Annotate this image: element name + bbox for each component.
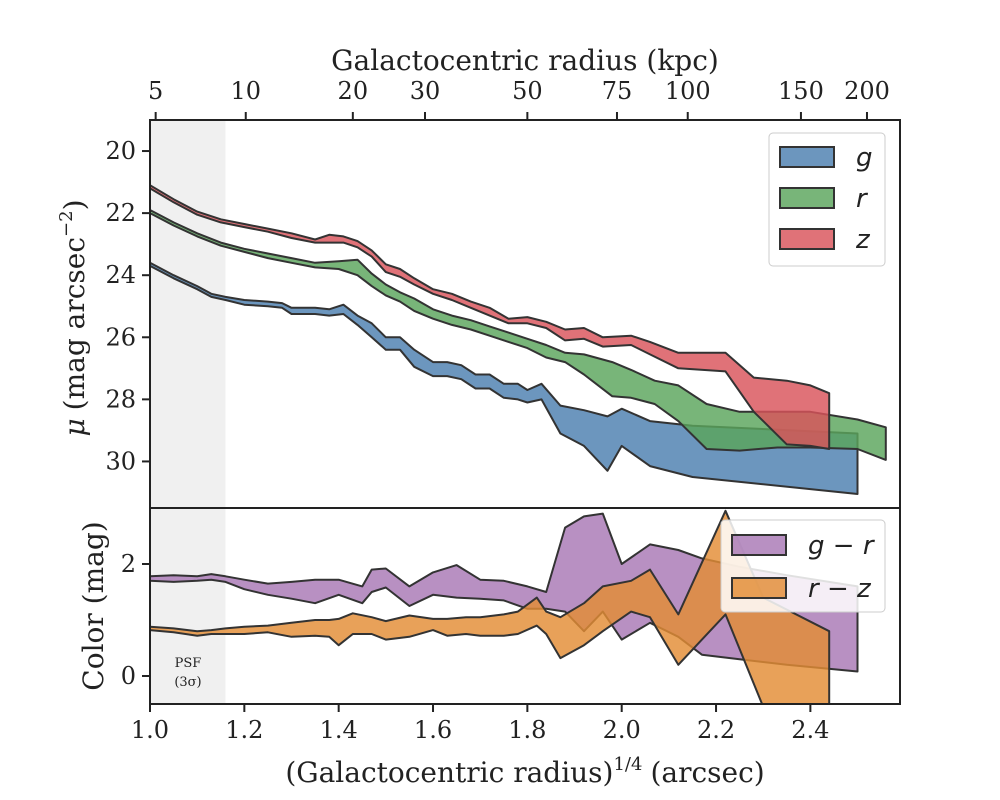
legend-swatch: [779, 146, 835, 168]
y-label-symbol: μ: [58, 418, 91, 436]
legend-swatch: [779, 228, 835, 250]
band-z-2: [150, 184, 831, 450]
ytick-label-top: 20: [105, 137, 136, 165]
xtick-label-bottom: 1.0: [131, 716, 169, 744]
xtick-label-bottom: 1.2: [225, 716, 263, 744]
ytick-label-top: 22: [105, 199, 136, 227]
y-label-exponent: −2: [56, 210, 77, 237]
top-xtick-label: 50: [512, 77, 543, 105]
top-xtick-label: 30: [410, 77, 441, 105]
axis-ticks: 20 22 24 26 28 30 5 10 20 30 50 75 100 150 200 0 2 1.0 1.2…: [105, 77, 889, 744]
legend-swatch: [779, 187, 835, 209]
legend-label: r: [856, 184, 869, 214]
y-label-units: (mag arcsec: [58, 237, 91, 410]
ytick-label-top: 28: [105, 385, 136, 413]
psf-region-bottom: [150, 508, 226, 704]
legend-label: g − r: [808, 531, 876, 561]
x-label-units: (arcsec): [650, 756, 764, 789]
legend-label: g: [856, 143, 873, 173]
bottom-panel-frame: [149, 507, 901, 705]
ytick-label-top: 30: [105, 447, 136, 475]
band-rz-1: [150, 509, 831, 704]
top-xtick-label: 10: [230, 77, 261, 105]
xtick-label-bottom: 2.2: [697, 716, 735, 744]
x-label-base: (Galactocentric radius): [285, 756, 613, 789]
psf-region-top: [150, 120, 226, 508]
ytick-label-bottom: 2: [121, 550, 136, 578]
legend-swatch: [731, 534, 787, 556]
legend-color: g − r r − z: [720, 519, 886, 613]
ytick-label-top: 24: [105, 261, 136, 289]
top-xtick-label: 5: [148, 77, 163, 105]
legend-label: r − z: [808, 574, 872, 604]
legend-label: z: [855, 225, 871, 255]
legend-surface-brightness: grz: [768, 132, 886, 267]
xtick-label-bottom: 2.0: [603, 716, 641, 744]
top-xtick-label: 75: [602, 77, 633, 105]
bottom-y-axis-title: Color (mag): [77, 521, 110, 690]
top-xtick-label: 100: [665, 77, 711, 105]
psf-label: PSF: [175, 656, 202, 671]
xtick-label-bottom: 2.4: [791, 716, 829, 744]
top-xtick-label: 150: [778, 77, 824, 105]
color-bands: [150, 509, 859, 704]
top-xtick-label: 200: [844, 77, 890, 105]
ytick-label-bottom: 0: [121, 662, 136, 690]
top-axis-title: Galactocentric radius (kpc): [331, 44, 719, 77]
top-y-axis-title: μ (mag arcsec−2): [56, 199, 91, 436]
band-g-0: [150, 261, 859, 495]
y-label-close: ): [58, 199, 91, 210]
x-label-exponent: 1/4: [613, 754, 642, 775]
psf-sigma-label: (3σ): [174, 675, 201, 690]
bottom-x-axis-title: (Galactocentric radius)1/4 (arcsec): [285, 754, 764, 789]
surface-brightness-bands: [150, 184, 887, 495]
xtick-label-bottom: 1.8: [508, 716, 546, 744]
xtick-label-bottom: 1.4: [320, 716, 358, 744]
xtick-label-bottom: 1.6: [414, 716, 452, 744]
ytick-label-top: 26: [105, 323, 136, 351]
legend-swatch: [731, 577, 787, 599]
top-xtick-label: 20: [338, 77, 369, 105]
